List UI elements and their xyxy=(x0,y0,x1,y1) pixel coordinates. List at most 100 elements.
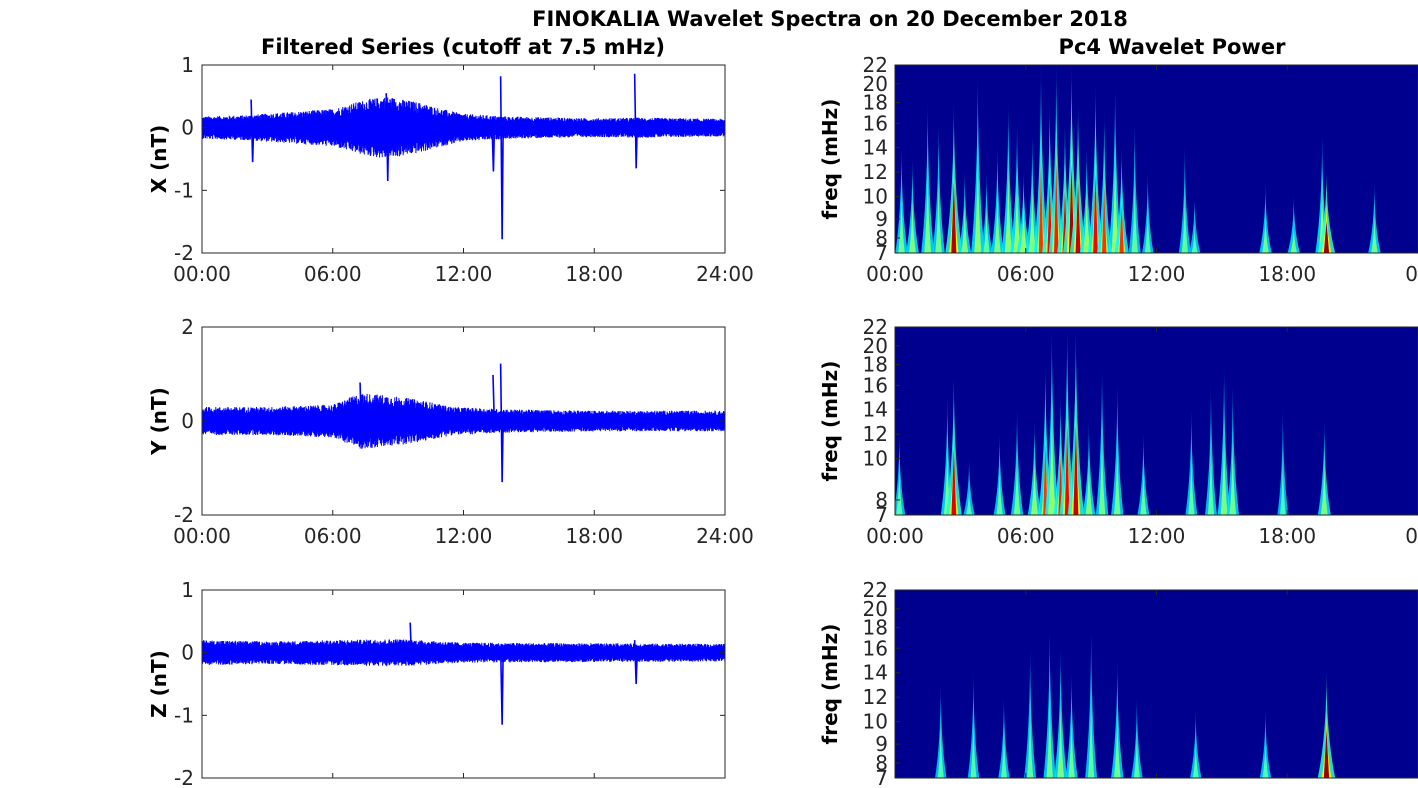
y-tick-label: 7 xyxy=(875,241,888,265)
wavelet-burst-core xyxy=(1192,735,1199,778)
series-line xyxy=(202,393,725,449)
axes-frame xyxy=(201,64,726,254)
y-tick-label: 10 xyxy=(863,447,888,471)
series-spike xyxy=(499,646,504,725)
wavelet-burst-core xyxy=(1133,721,1140,778)
wavelet-burst-core xyxy=(1290,222,1298,253)
y-tick-label: 8 xyxy=(875,488,888,512)
wavelet-burst-peak xyxy=(951,448,957,515)
y-tick-label: 18 xyxy=(863,353,888,377)
y-tick-label: 22 xyxy=(863,578,888,602)
y-axis-label: Z (nT) xyxy=(147,650,171,718)
plot-area xyxy=(202,73,725,240)
wavelet-burst-core xyxy=(961,196,969,253)
plot-area xyxy=(895,327,1418,515)
series-spike xyxy=(409,622,414,666)
z-series-panel: 1 0 -1 -2 Z (nT) xyxy=(147,578,726,788)
x-series-panel: 1 0 -1 -200:00 06:00 12:00 18:00 24:00 X (nT) xyxy=(147,53,754,286)
y-axis-label: freq (mHz) xyxy=(818,99,842,220)
series-spike xyxy=(250,99,255,163)
plot-area xyxy=(202,363,725,483)
wavelet-burst-core xyxy=(898,181,905,253)
wavelet-burst-peak xyxy=(1323,729,1330,778)
y-tick-label: 2 xyxy=(181,315,194,339)
wavelet-burst-peak xyxy=(1054,163,1059,253)
wavelet-burst-core xyxy=(1004,152,1012,253)
x-tick-label: 06:00 xyxy=(997,262,1055,286)
x-tick-label: 18:00 xyxy=(1258,524,1316,548)
y-tick-label: 7 xyxy=(875,766,888,788)
y-tick-label: 20 xyxy=(863,597,888,621)
series-spike xyxy=(492,374,497,431)
x-tick-label: 06:00 xyxy=(997,524,1055,548)
x-tick-label: 12:00 xyxy=(1128,262,1186,286)
x-tick-label: 24:00 xyxy=(696,262,754,286)
wavelet-burst-core xyxy=(1181,181,1189,253)
wavelet-burst-peak xyxy=(1323,221,1330,253)
y-tick-label: 14 xyxy=(863,136,888,160)
wavelet-burst-peak xyxy=(1093,172,1098,253)
figure-title: FINOKALIA Wavelet Spectra on 20 December… xyxy=(532,7,1128,31)
y-tick-label: -2 xyxy=(174,766,194,788)
y-tick-label: -2 xyxy=(174,241,194,265)
x-tick-label: 18:00 xyxy=(565,524,623,548)
wavelet-burst-core xyxy=(1113,699,1121,778)
wavelet-burst-peak xyxy=(1073,425,1079,515)
y-tick-label: 20 xyxy=(863,72,888,96)
right-column-title: Pc4 Wavelet Power xyxy=(1059,35,1287,59)
wavelet-burst-core xyxy=(1087,677,1095,778)
wavelet-burst-peak xyxy=(1064,425,1070,515)
y-tick-label: -1 xyxy=(174,703,194,727)
wavelet-burst-peak xyxy=(951,182,957,253)
wavelet-burst-core xyxy=(970,706,977,778)
wavelet-burst-core xyxy=(974,130,982,253)
x-tick-label: 12:00 xyxy=(1128,524,1186,548)
wavelet-burst-core xyxy=(983,196,990,253)
x-tick-label: 06:00 xyxy=(304,524,362,548)
series-spike xyxy=(633,73,638,169)
y-tick-label: 0 xyxy=(181,641,194,665)
wavelet-burst-core xyxy=(1028,174,1036,253)
wavelet-burst-core xyxy=(1082,181,1091,253)
left-column-title: Filtered Series (cutoff at 7.5 mHz) xyxy=(261,35,665,59)
series-spike xyxy=(499,76,504,240)
wavelet-burst-core xyxy=(1140,458,1147,515)
wavelet-burst-core xyxy=(1068,706,1075,778)
y-axis-label: freq (mHz) xyxy=(818,361,842,482)
x-tick-label: 06:00 xyxy=(304,262,362,286)
y-tick-label: 16 xyxy=(863,636,888,660)
plot-area xyxy=(202,622,725,725)
wavelet-burst-core xyxy=(1000,721,1008,778)
spectrum-background xyxy=(895,590,1418,778)
wavelet-burst-core xyxy=(1013,167,1021,253)
y-tick-label: 0 xyxy=(181,116,194,140)
y-tick-label: 9 xyxy=(875,207,888,231)
wavelet-burst-core xyxy=(1030,451,1039,515)
y-tick-label: 1 xyxy=(181,578,194,602)
wavelet-burst-core xyxy=(1207,429,1215,515)
y-tick-label: 8 xyxy=(875,226,888,250)
wavelet-burst-core xyxy=(1320,451,1328,515)
x-tick-label: 18:00 xyxy=(565,262,623,286)
spectrum-background xyxy=(895,327,1418,515)
y-axis-label: X (nT) xyxy=(147,125,171,194)
wavelet-burst-core xyxy=(1131,167,1138,253)
wavelet-burst-core xyxy=(1220,414,1228,515)
wavelet-burst-core xyxy=(1026,692,1034,778)
wavelet-burst-core xyxy=(1144,196,1151,253)
wavelet-burst-core xyxy=(935,167,942,253)
x-tick-label: 00 xyxy=(1405,262,1418,286)
wavelet-burst-core xyxy=(937,714,944,778)
y-tick-label: 16 xyxy=(863,373,888,397)
wavelet-burst-core xyxy=(1019,196,1028,253)
wavelet-burst-peak xyxy=(1075,182,1081,253)
y-tick-label: 14 xyxy=(863,661,888,685)
wavelet-burst-core xyxy=(1262,210,1269,253)
wavelet-burst-peak xyxy=(1038,163,1044,253)
x-tick-label: 24:00 xyxy=(696,524,754,548)
y-tick-label: 1 xyxy=(181,53,194,77)
wavelet-burst-core xyxy=(924,152,932,253)
y-tick-label: 18 xyxy=(863,616,888,640)
